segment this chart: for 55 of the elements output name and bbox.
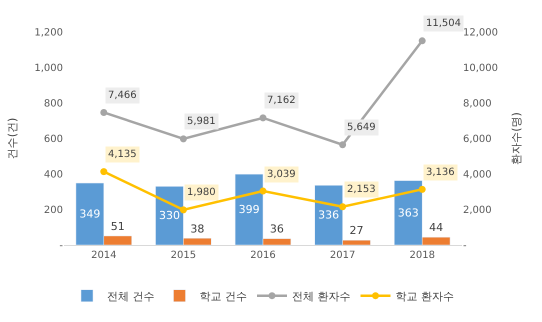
data-label: 336 <box>318 208 340 222</box>
legend-label: 학교 환자수 <box>396 290 454 303</box>
data-label: 5,649 <box>347 122 376 133</box>
x-tick-label: 2014 <box>91 250 117 261</box>
y2-tick-label: 12,000 <box>463 28 498 38</box>
y2-tick-label: 2,000 <box>463 205 492 216</box>
data-label: 399 <box>238 203 260 216</box>
y-tick-label: 600 <box>44 134 63 145</box>
point <box>418 186 426 193</box>
point <box>260 188 266 195</box>
y-tick-label: 400 <box>44 170 63 180</box>
x-tick-label: 2018 <box>409 250 435 261</box>
legend-label: 전체 건수 <box>107 290 154 303</box>
point <box>100 168 108 176</box>
y-tick-label: - <box>59 240 64 252</box>
y2-tick-label: - <box>463 240 467 252</box>
y2-tick-label: 6,000 <box>463 134 492 145</box>
x-tick-label: 2016 <box>250 250 276 261</box>
data-label: 4,135 <box>108 149 137 160</box>
data-label: 363 <box>398 206 419 220</box>
data-label: 3,136 <box>426 167 455 178</box>
y2-tick-label: 10,000 <box>463 63 498 74</box>
data-label: 7,162 <box>267 95 296 106</box>
legend-label: 전체 환자수 <box>292 290 350 303</box>
data-label: 44 <box>429 221 444 234</box>
point <box>418 37 426 44</box>
data-label: 38 <box>190 222 204 236</box>
point <box>100 108 108 116</box>
point <box>180 206 187 214</box>
data-label: 51 <box>110 220 125 233</box>
x-tick-label: 2015 <box>170 250 196 261</box>
data-label: 7,466 <box>108 90 137 101</box>
point <box>339 141 346 148</box>
y-tick-label: 800 <box>44 98 63 110</box>
legend-label: 학교 건수 <box>200 290 247 303</box>
y-tick-label: 200 <box>44 205 63 216</box>
y2-tick-label: 8,000 <box>463 98 492 110</box>
x-tick-label: 2017 <box>330 250 356 261</box>
data-label: 349 <box>79 208 100 221</box>
data-label: 3,039 <box>267 169 296 180</box>
data-label: 27 <box>350 224 364 238</box>
y-tick-label: 1,200 <box>34 28 63 38</box>
point <box>339 203 346 210</box>
data-label: 5,981 <box>187 116 216 127</box>
data-label: 1,980 <box>187 187 216 198</box>
y-tick-label: 1,000 <box>34 63 63 74</box>
point <box>180 135 187 142</box>
point <box>260 114 266 122</box>
y-axis-title: 건수(건) <box>6 118 20 160</box>
data-label: 36 <box>270 222 284 236</box>
data-label: 330 <box>158 209 180 222</box>
y2-tick-label: 4,000 <box>463 170 492 180</box>
data-label: 2,153 <box>347 184 376 195</box>
data-label: 11,504 <box>426 18 461 29</box>
y2-axis-title: 환자수(명) <box>510 112 524 165</box>
